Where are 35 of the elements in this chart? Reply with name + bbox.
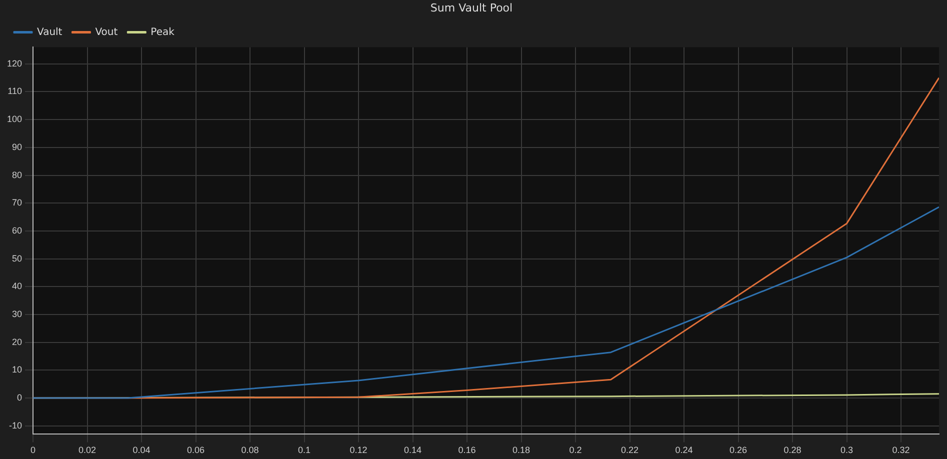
y-tick-label: 110 <box>8 86 22 96</box>
x-tick-label: 0.1 <box>298 445 311 456</box>
x-tick-label: 0.14 <box>404 445 422 456</box>
y-tick-label: -10 <box>9 420 22 430</box>
y-tick-label: 80 <box>12 170 22 180</box>
x-tick-label: 0.28 <box>784 445 802 456</box>
x-tick-label: 0.08 <box>241 445 259 456</box>
y-tick-label: 40 <box>12 281 22 292</box>
y-tick-label: 20 <box>12 336 22 347</box>
x-tick-label: 0.24 <box>675 445 693 456</box>
x-tick-label: 0.3 <box>840 445 854 456</box>
x-tick-label: 0.2 <box>569 445 582 456</box>
x-tick-label: 0.22 <box>621 445 639 456</box>
x-tick-label: 0 <box>30 445 36 456</box>
y-tick-label: 30 <box>12 308 22 319</box>
x-tick-label: 0.06 <box>187 445 205 456</box>
y-tick-label: 10 <box>12 364 22 375</box>
y-tick-label: 60 <box>12 225 22 236</box>
y-tick-label: 120 <box>6 58 22 68</box>
chart-title: Sum Vault Pool <box>430 1 513 14</box>
x-tick-label: 0.32 <box>892 445 910 456</box>
legend-label: Vout <box>95 26 118 38</box>
x-tick-label: 0.26 <box>730 445 748 456</box>
y-tick-label: 100 <box>6 114 22 124</box>
x-tick-label: 0.12 <box>350 445 368 456</box>
y-tick-label: 50 <box>12 253 22 264</box>
x-tick-label: 0.02 <box>78 445 96 456</box>
y-tick-label: 90 <box>12 142 22 152</box>
x-tick-label: 0.18 <box>512 445 530 456</box>
y-tick-label: 70 <box>12 198 22 208</box>
x-tick-label: 0.04 <box>132 445 150 456</box>
legend-label: Vault <box>37 26 62 38</box>
y-tick-label: 0 <box>17 392 22 402</box>
x-tick-label: 0.16 <box>458 445 476 456</box>
legend-label: Peak <box>150 26 175 38</box>
